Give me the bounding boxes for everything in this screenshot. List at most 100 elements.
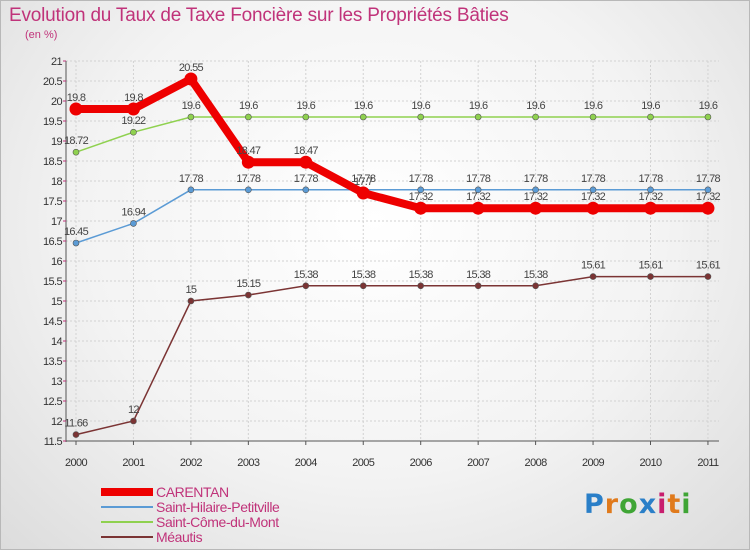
data-label-saint-hilaire-petitville: 17.78 xyxy=(524,173,549,185)
logo-letter: i xyxy=(681,489,692,520)
data-label-saint-come-du-mont: 19.6 xyxy=(526,100,545,112)
data-label-saint-come-du-mont: 19.22 xyxy=(121,115,146,127)
data-label-saint-hilaire-petitville: 16.45 xyxy=(64,226,89,238)
y-tick-label: 16 xyxy=(51,256,63,268)
data-label-meautis: 15.38 xyxy=(409,269,434,281)
data-point-saint-come-du-mont xyxy=(72,148,80,156)
data-label-saint-hilaire-petitville: 17.78 xyxy=(179,173,204,185)
legend-swatch xyxy=(101,488,153,496)
y-tick-label: 14.5 xyxy=(43,316,62,328)
y-tick-label: 15.5 xyxy=(43,276,62,288)
data-point-saint-hilaire-petitville xyxy=(245,186,252,194)
y-tick-label: 18 xyxy=(51,176,63,188)
proxiti-logo: Proxiti xyxy=(584,489,692,520)
data-label-meautis: 12 xyxy=(128,404,139,416)
data-point-saint-hilaire-petitville xyxy=(187,186,195,194)
data-label-saint-come-du-mont: 19.6 xyxy=(411,100,430,112)
data-label-saint-hilaire-petitville: 17.78 xyxy=(294,173,319,185)
data-label-saint-hilaire-petitville: 17.78 xyxy=(581,173,606,185)
data-label-meautis: 15.61 xyxy=(581,260,606,272)
logo-letter: t xyxy=(667,489,682,520)
data-point-meautis xyxy=(704,273,712,280)
data-point-saint-come-du-mont xyxy=(704,113,712,121)
data-point-meautis xyxy=(647,273,654,280)
legend-label: Saint-Côme-du-Mont xyxy=(156,514,279,530)
data-point-saint-come-du-mont xyxy=(417,113,425,121)
data-label-meautis: 15.38 xyxy=(351,269,376,281)
data-point-carentan xyxy=(471,201,485,215)
data-label-saint-hilaire-petitville: 17.78 xyxy=(351,173,376,185)
data-label-saint-come-du-mont: 19.6 xyxy=(584,100,603,112)
data-point-meautis xyxy=(532,282,539,290)
y-tick-label: 12.5 xyxy=(43,396,62,408)
data-label-carentan: 20.55 xyxy=(179,62,204,74)
logo-letter: i xyxy=(657,489,668,520)
data-point-saint-hilaire-petitville xyxy=(589,186,597,194)
y-tick-label: 18.5 xyxy=(43,156,62,168)
data-point-carentan xyxy=(126,102,140,116)
x-tick-label: 2003 xyxy=(237,457,260,469)
data-label-carentan: 17.7 xyxy=(354,176,373,188)
data-point-meautis xyxy=(302,282,310,290)
data-point-saint-come-du-mont xyxy=(474,113,482,121)
data-point-meautis xyxy=(359,282,367,290)
data-label-carentan: 17.32 xyxy=(581,191,606,203)
series-line-carentan xyxy=(76,73,708,213)
y-tick-label: 20.5 xyxy=(43,76,62,88)
data-point-saint-come-du-mont xyxy=(532,113,539,121)
data-label-saint-hilaire-petitville: 16.94 xyxy=(121,206,146,218)
x-tick-label: 2011 xyxy=(697,457,719,469)
y-tick-label: 13 xyxy=(51,376,63,388)
data-label-meautis: 15.15 xyxy=(236,278,261,290)
y-tick-label: 14 xyxy=(51,336,63,348)
legend-swatch xyxy=(101,521,153,523)
data-label-saint-hilaire-petitville: 17.78 xyxy=(409,173,434,185)
data-label-carentan: 18.47 xyxy=(294,145,319,157)
series-line-saint-hilaire-petitville xyxy=(75,189,708,244)
data-label-saint-come-du-mont: 19.6 xyxy=(239,100,258,112)
logo-letter: o xyxy=(619,489,639,520)
y-tick-label: 11.5 xyxy=(44,436,63,448)
y-tick-label: 12 xyxy=(51,416,63,428)
x-tick-label: 2009 xyxy=(582,457,605,469)
data-point-carentan xyxy=(299,155,313,169)
y-tick-label: 17.5 xyxy=(43,196,62,208)
data-point-carentan xyxy=(644,201,657,215)
data-label-saint-come-du-mont: 19.6 xyxy=(296,100,315,112)
data-point-meautis xyxy=(72,431,80,438)
chart-subtitle: (en %) xyxy=(25,29,58,41)
data-label-saint-come-du-mont: 19.6 xyxy=(182,100,201,112)
data-point-carentan xyxy=(356,186,370,200)
data-point-meautis xyxy=(589,273,597,280)
legend-label: Méautis xyxy=(156,529,203,545)
data-point-saint-come-du-mont xyxy=(130,128,137,136)
data-point-saint-come-du-mont xyxy=(245,113,252,121)
legend-label: CARENTAN xyxy=(156,484,229,500)
data-point-saint-hilaire-petitville xyxy=(130,220,137,227)
legend-label: Saint-Hilaire-Petitville xyxy=(156,499,280,515)
data-point-saint-hilaire-petitville xyxy=(417,186,425,194)
x-tick-label: 2000 xyxy=(65,457,88,469)
data-label-carentan: 17.32 xyxy=(466,191,491,203)
data-label-carentan: 18.47 xyxy=(236,145,261,157)
data-point-saint-hilaire-petitville xyxy=(474,186,482,194)
data-label-saint-hilaire-petitville: 17.78 xyxy=(466,173,491,185)
data-label-carentan: 17.32 xyxy=(409,191,434,203)
data-label-saint-come-du-mont: 19.6 xyxy=(469,100,488,112)
data-point-carentan xyxy=(701,201,715,215)
x-tick-label: 2001 xyxy=(122,457,145,469)
x-tick-label: 2006 xyxy=(410,457,433,469)
data-point-carentan xyxy=(241,155,255,169)
data-label-carentan: 17.32 xyxy=(696,191,721,203)
x-tick-label: 2005 xyxy=(352,457,375,469)
x-tick-label: 2008 xyxy=(525,457,548,469)
data-point-carentan xyxy=(529,201,543,215)
data-label-meautis: 15.38 xyxy=(294,269,319,281)
data-point-saint-hilaire-petitville xyxy=(704,186,712,194)
y-tick-label: 21 xyxy=(51,56,63,68)
legend-swatch xyxy=(101,536,153,538)
data-point-saint-hilaire-petitville xyxy=(302,186,310,194)
x-tick-label: 2010 xyxy=(639,457,662,469)
y-tick-label: 17 xyxy=(51,216,63,228)
